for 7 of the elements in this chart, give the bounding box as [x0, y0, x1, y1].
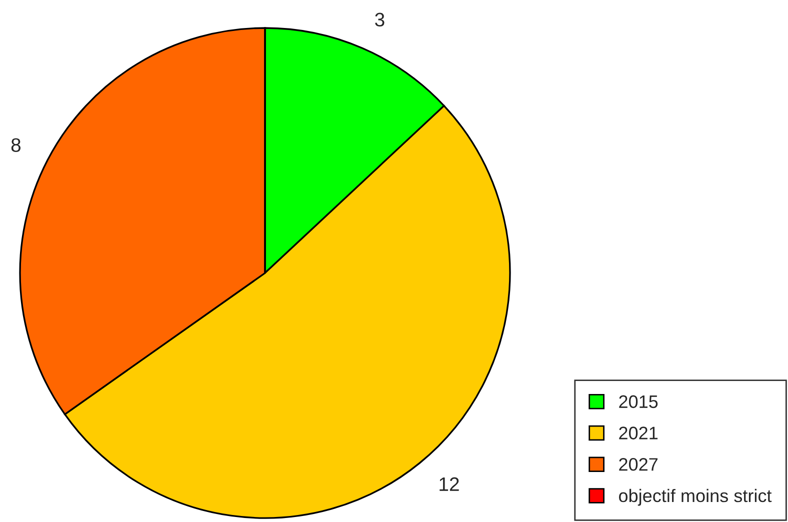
legend-label: 2027	[619, 458, 658, 471]
legend-label: 2021	[619, 426, 658, 440]
legend-label: objectif moins strict	[619, 488, 772, 506]
legend-label: 2015	[619, 395, 658, 408]
data-label: 8	[11, 138, 21, 152]
data-label: 3	[375, 12, 384, 27]
data-label: 12	[440, 477, 459, 491]
